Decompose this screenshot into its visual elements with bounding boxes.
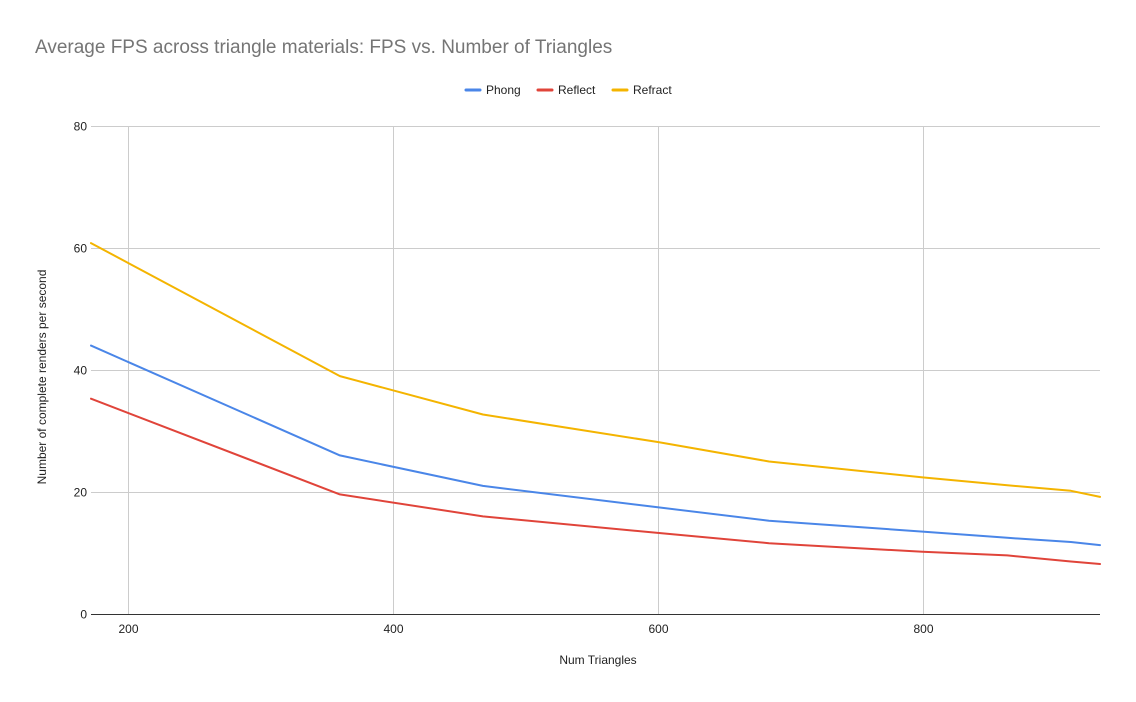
y-tick-label: 80 — [74, 120, 88, 134]
x-tick-label: 600 — [648, 622, 668, 636]
chart-title: Average FPS across triangle materials: F… — [35, 37, 612, 58]
y-tick-label: 40 — [74, 364, 88, 378]
y-tick-label: 0 — [80, 608, 87, 622]
y-axis-title: Number of complete renders per second — [35, 270, 49, 485]
series-line-phong — [90, 344, 1101, 547]
series-line-reflect — [90, 397, 1101, 565]
x-tick-label: 200 — [118, 622, 138, 636]
legend: Phong Reflect Refract — [464, 83, 672, 97]
legend-item-reflect: Reflect — [536, 83, 596, 97]
gridlines — [91, 126, 1100, 614]
legend-label: Refract — [633, 83, 672, 97]
y-tick-label: 20 — [74, 486, 88, 500]
legend-label: Reflect — [558, 83, 596, 97]
y-axis-ticks: 0 20 40 60 80 — [74, 120, 88, 622]
series-line-refract — [90, 242, 1101, 498]
x-tick-label: 400 — [383, 622, 403, 636]
series-lines — [90, 242, 1101, 565]
legend-item-phong: Phong — [464, 83, 521, 97]
x-tick-label: 800 — [913, 622, 933, 636]
x-axis-ticks: 200 400 600 800 — [118, 622, 933, 636]
y-tick-label: 60 — [74, 242, 88, 256]
legend-item-refract: Refract — [611, 83, 672, 97]
x-axis-title: Num Triangles — [559, 653, 636, 667]
legend-label: Phong — [486, 83, 521, 97]
